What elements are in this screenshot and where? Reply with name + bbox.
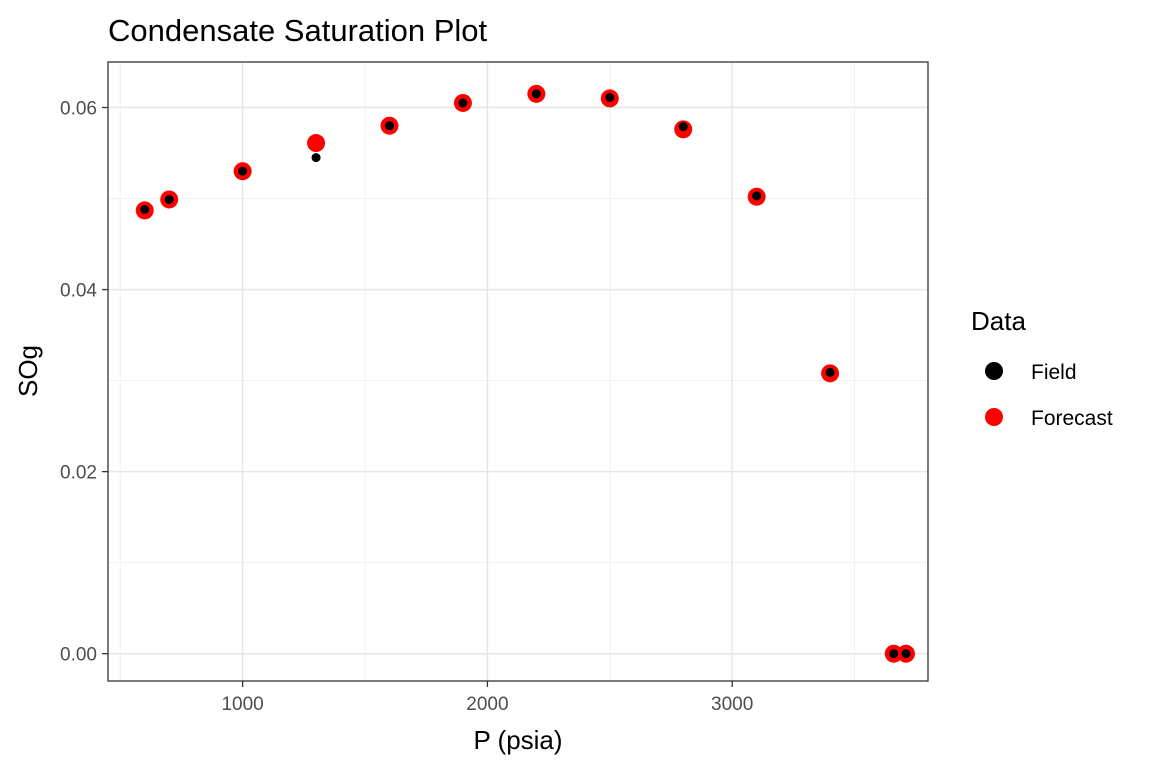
x-tick-label: 3000 (711, 694, 753, 715)
field-point (901, 649, 911, 659)
x-tick-label: 2000 (466, 694, 508, 715)
legend: Data Field Forecast (971, 306, 1113, 430)
field-point (458, 98, 468, 108)
field-point (889, 649, 899, 659)
field-point (384, 121, 394, 131)
y-axis-title: SOg (13, 345, 43, 397)
field-point (164, 194, 174, 204)
y-tick-label: 0.04 (60, 281, 97, 302)
data-points (135, 84, 915, 663)
field-point (140, 204, 150, 214)
y-axis: 0.00 0.02 0.04 0.06 (60, 99, 108, 666)
y-tick-label: 0.02 (60, 463, 97, 484)
x-axis-title: P (psia) (473, 725, 562, 755)
chart-title: Condensate Saturation Plot (108, 13, 488, 48)
panel-border (107, 61, 929, 682)
forecast-point (307, 134, 326, 153)
legend-title: Data (971, 306, 1026, 336)
legend-label-forecast: Forecast (1031, 407, 1113, 430)
panel-background (108, 62, 928, 681)
legend-label-field: Field (1031, 361, 1077, 384)
legend-items: Field Forecast (985, 361, 1113, 430)
x-axis: 1000 2000 3000 (221, 681, 753, 715)
field-point (825, 367, 835, 377)
y-tick-label: 0.06 (60, 99, 97, 120)
legend-key-field (985, 362, 1003, 380)
field-point (531, 89, 541, 99)
field-point (605, 93, 615, 103)
field-point (752, 191, 762, 201)
field-point (678, 122, 688, 132)
legend-key-forecast (985, 408, 1003, 426)
field-point (311, 153, 321, 163)
x-tick-label: 1000 (221, 694, 263, 715)
y-tick-label: 0.00 (60, 645, 97, 666)
plot-panel (107, 61, 929, 682)
field-point (238, 166, 248, 176)
